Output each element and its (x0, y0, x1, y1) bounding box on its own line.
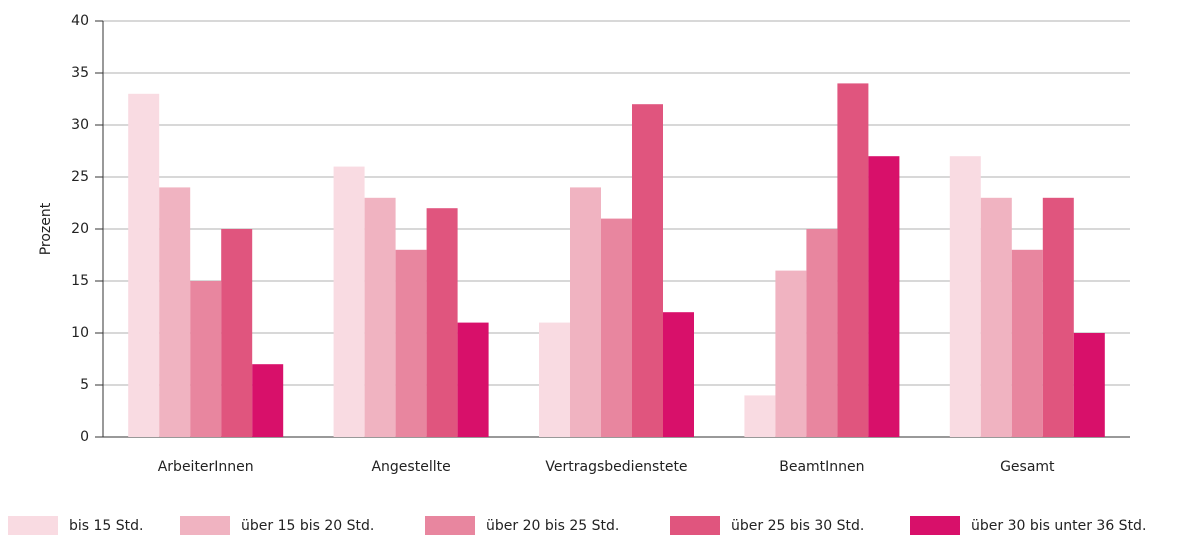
bar (868, 156, 900, 437)
bar (980, 197, 1012, 437)
y-tick-label: 35 (71, 65, 89, 81)
legend-label: über 15 bis 20 Std. (241, 518, 374, 534)
x-tick-label: BeamtInnen (779, 459, 864, 475)
bar (949, 156, 981, 437)
bar (364, 197, 396, 437)
bar (190, 281, 222, 437)
bar (221, 229, 253, 437)
bar (663, 312, 694, 437)
x-tick-label: ArbeiterInnen (158, 459, 254, 475)
x-tick-label: Vertragsbedienstete (545, 459, 687, 475)
bar (128, 93, 160, 438)
y-tick-label: 5 (80, 377, 89, 393)
bar (1011, 249, 1043, 437)
y-axis-label: Prozent (38, 202, 54, 255)
bar (426, 208, 458, 437)
y-tick-label: 0 (80, 429, 89, 445)
legend-label: über 25 bis 30 Std. (731, 518, 864, 534)
bar (539, 322, 570, 437)
legend-swatch (910, 516, 960, 535)
bar (1042, 197, 1074, 437)
bar (837, 83, 869, 438)
legend-swatch (8, 516, 58, 535)
y-tick-label: 40 (71, 13, 89, 29)
bar (775, 270, 807, 437)
legend-swatch (425, 516, 475, 535)
bar (1073, 333, 1105, 437)
y-tick-label: 10 (71, 325, 89, 341)
legend-label: über 30 bis unter 36 Std. (971, 518, 1146, 534)
legend-swatch (670, 516, 720, 535)
bar (252, 364, 284, 437)
bar (806, 229, 838, 437)
bar (159, 187, 191, 437)
bar (632, 104, 663, 437)
y-tick-label: 30 (71, 117, 89, 133)
bar (570, 187, 601, 437)
y-tick-label: 15 (71, 273, 89, 289)
x-tick-label: Gesamt (1000, 459, 1055, 475)
legend-label: bis 15 Std. (69, 518, 144, 534)
bar (601, 218, 632, 437)
bar (333, 166, 365, 437)
y-tick-label: 20 (71, 221, 89, 237)
bar (457, 322, 489, 437)
bar (744, 395, 776, 437)
legend-label: über 20 bis 25 Std. (486, 518, 619, 534)
y-tick-label: 25 (71, 169, 89, 185)
x-tick-label: Angestellte (371, 459, 450, 475)
bar (395, 249, 427, 437)
legend-swatch (180, 516, 230, 535)
